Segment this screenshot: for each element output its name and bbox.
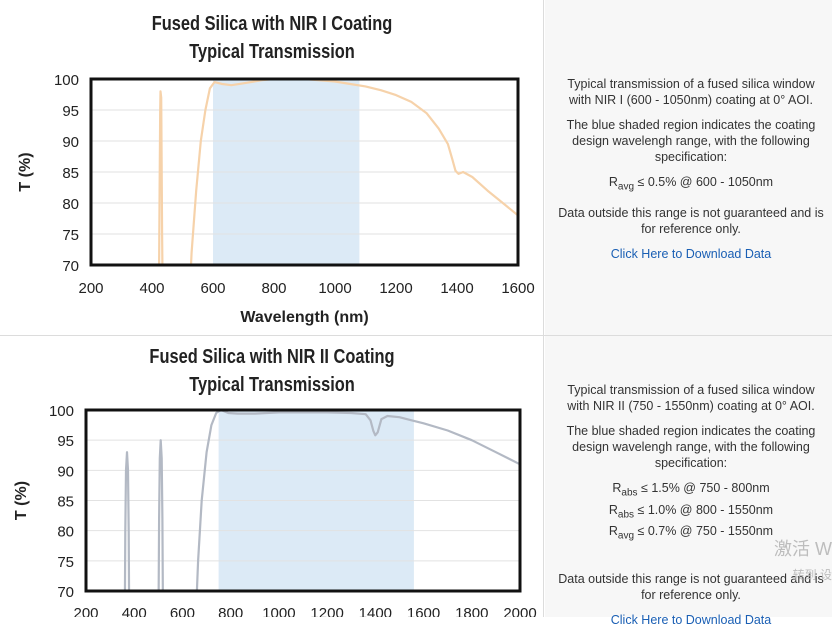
chart-svg-nir-ii: 70 75 80 85 90 95 100 200 400 600 800 1000 1200 1400 1… [13, 403, 537, 617]
x-tick-label: 1600 [501, 280, 534, 297]
x-tick-label: 1200 [310, 605, 343, 617]
x-tick-label: 1000 [318, 280, 351, 297]
description-text: Typical transmission of a fused silica w… [567, 77, 815, 107]
y-axis-label: T (%) [17, 152, 34, 191]
series-line [195, 410, 520, 591]
watermark-line1: 激活 W [774, 539, 832, 559]
x-axis-label: Wavelength (nm) [240, 309, 368, 326]
spec-line: Ravg ≤ 0.5% @ 600 - 1050nm [608, 175, 774, 193]
x-tick-label: 800 [261, 280, 286, 297]
y-tick-label: 70 [57, 584, 74, 601]
disclaimer-text: Data outside this range is not guarantee… [558, 571, 824, 602]
x-tick-label: 400 [139, 280, 164, 297]
chart-row-nir-i: Fused Silica with NIR I Coating Typical … [0, 0, 832, 336]
y-tick-label: 75 [57, 554, 74, 571]
x-tick-label: 1600 [407, 605, 440, 617]
y-tick-label: 80 [57, 524, 74, 541]
description-panel-nir-i: Typical transmission of a fused silica w… [545, 0, 832, 335]
chart-panel-nir-ii: Fused Silica with NIR II Coating Typical… [0, 336, 544, 617]
y-tick-label: 85 [62, 165, 79, 182]
y-tick-label: 80 [62, 196, 79, 213]
series-line [189, 79, 518, 265]
watermark-line2: 转到 设 [792, 568, 832, 582]
chart-svg-nir-i: 70 75 80 85 90 95 100 200 400 600 800 1000 1200 1400 1… [17, 72, 535, 326]
x-tick-label: 1400 [359, 605, 392, 617]
chart-panel-nir-i: Fused Silica with NIR I Coating Typical … [0, 0, 544, 335]
x-tick-label: 1200 [379, 280, 412, 297]
chart-title-line1: Fused Silica with NIR I Coating [151, 13, 393, 35]
y-tick-label: 90 [62, 134, 79, 151]
spec-list: Rabs ≤ 1.5% @ 750 - 800nm Rabs ≤ 1.0% @ 8… [555, 480, 827, 545]
chart-title-line2: Typical Transmission [189, 41, 355, 63]
spec-line: Ravg ≤ 0.7% @ 750 - 1550nm [608, 524, 774, 542]
x-tick-label: 200 [73, 605, 98, 617]
series-line [157, 439, 164, 591]
download-data-link[interactable]: Click Here to Download Data [610, 246, 772, 261]
series-line [158, 90, 164, 265]
spec-list: Ravg ≤ 0.5% @ 600 - 1050nm [555, 174, 827, 196]
spec-line: Rabs ≤ 1.5% @ 750 - 800nm [612, 481, 770, 499]
y-tick-label: 95 [57, 433, 74, 450]
spec-line: Rabs ≤ 1.0% @ 800 - 1550nm [608, 502, 774, 521]
chart-title-line2: Typical Transmission [189, 374, 355, 396]
x-tick-label: 400 [122, 605, 147, 617]
plot-frame [89, 77, 520, 267]
chart-title-line1: Fused Silica with NIR II Coating [149, 346, 395, 368]
plot-frame [84, 408, 522, 593]
description-text: Typical transmission of a fused silica w… [567, 383, 815, 413]
x-tick-label: 1400 [440, 280, 473, 297]
x-tick-label: 600 [200, 280, 225, 297]
y-tick-label: 85 [57, 494, 74, 511]
description-panel-nir-ii: Typical transmission of a fused silica w… [545, 336, 832, 627]
y-axis-label: T (%) [13, 481, 30, 520]
y-tick-label: 100 [54, 72, 79, 89]
x-tick-label: 2000 [503, 605, 536, 617]
series-line [123, 451, 131, 591]
download-data-link[interactable]: Click Here to Download Data [610, 612, 772, 627]
y-tick-label: 90 [57, 463, 74, 480]
y-tick-label: 100 [49, 403, 74, 420]
y-tick-label: 75 [62, 227, 79, 244]
shaded-region-note: The blue shaded region indicates the coa… [566, 118, 816, 164]
shaded-region-note: The blue shaded region indicates the coa… [566, 424, 816, 470]
x-tick-label: 1000 [262, 605, 295, 617]
y-tick-label: 95 [62, 103, 79, 120]
chart-row-nir-ii: Fused Silica with NIR II Coating Typical… [0, 336, 832, 627]
disclaimer-text: Data outside this range is not guarantee… [558, 205, 824, 236]
x-tick-label: 200 [78, 280, 103, 297]
y-tick-label: 70 [62, 258, 79, 275]
x-tick-label: 1800 [455, 605, 488, 617]
x-tick-label: 800 [218, 605, 243, 617]
x-tick-label: 600 [170, 605, 195, 617]
